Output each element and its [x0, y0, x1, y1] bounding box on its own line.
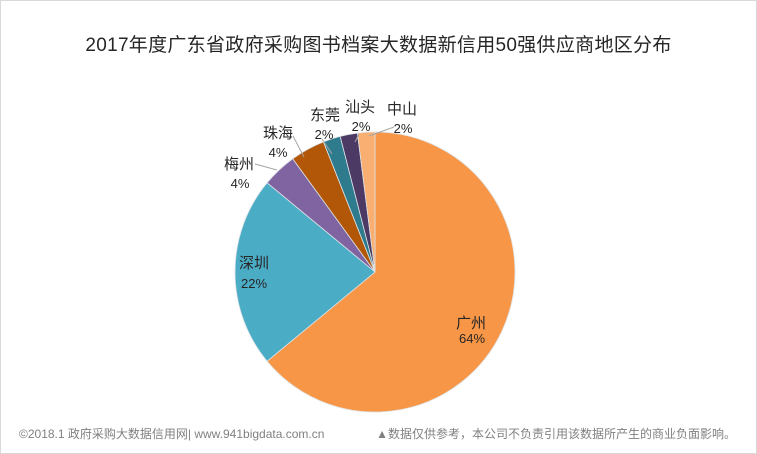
pie-slice-0 [266, 131, 516, 413]
label-shantou-name: 汕头 [345, 99, 375, 116]
pie-slice-1 [234, 182, 376, 362]
label-dongguan-name: 东莞 [310, 107, 340, 124]
footer-copyright: ©2018.1 政府采购大数据信用网| www.941bigdata.com.c… [19, 427, 325, 441]
label-guangzhou-pct: 64% [459, 331, 485, 346]
label-shantou-pct: 2% [352, 119, 371, 134]
label-shenzhen-name: 深圳 [239, 255, 269, 272]
label-shenzhen-pct: 22% [241, 276, 267, 291]
label-zhuhai-pct: 4% [269, 145, 288, 160]
pie-slices [234, 131, 516, 413]
label-dongguan-pct: 2% [315, 127, 334, 142]
data-labels: 广州 64% 深圳 22% 梅州 4% 珠海 4% 东莞 2% 汕头 2% 中山… [224, 99, 486, 346]
leader-line-shantou [354, 133, 360, 143]
chart-title: 2017年度广东省政府采购图书档案大数据新信用50强供应商地区分布 [85, 35, 672, 56]
label-zhuhai-name: 珠海 [263, 125, 293, 142]
pie-slice-6 [357, 131, 376, 273]
leader-line-meizhou [254, 163, 278, 171]
leader-line-zhuhai [292, 135, 305, 158]
leader-lines [254, 126, 395, 171]
label-guangzhou-name: 广州 [456, 315, 486, 332]
label-zhongshan-pct: 2% [394, 121, 413, 136]
label-meizhou-name: 梅州 [224, 156, 254, 173]
label-zhongshan-name: 中山 [387, 101, 417, 118]
leader-line-dongguan [321, 138, 333, 155]
leader-line-zhongshan [368, 126, 395, 137]
footer-disclaimer: ▲数据仅供参考，本公司不负责引用该数据所产生的商业负面影响。 [376, 427, 736, 441]
label-meizhou-pct: 4% [231, 176, 250, 191]
